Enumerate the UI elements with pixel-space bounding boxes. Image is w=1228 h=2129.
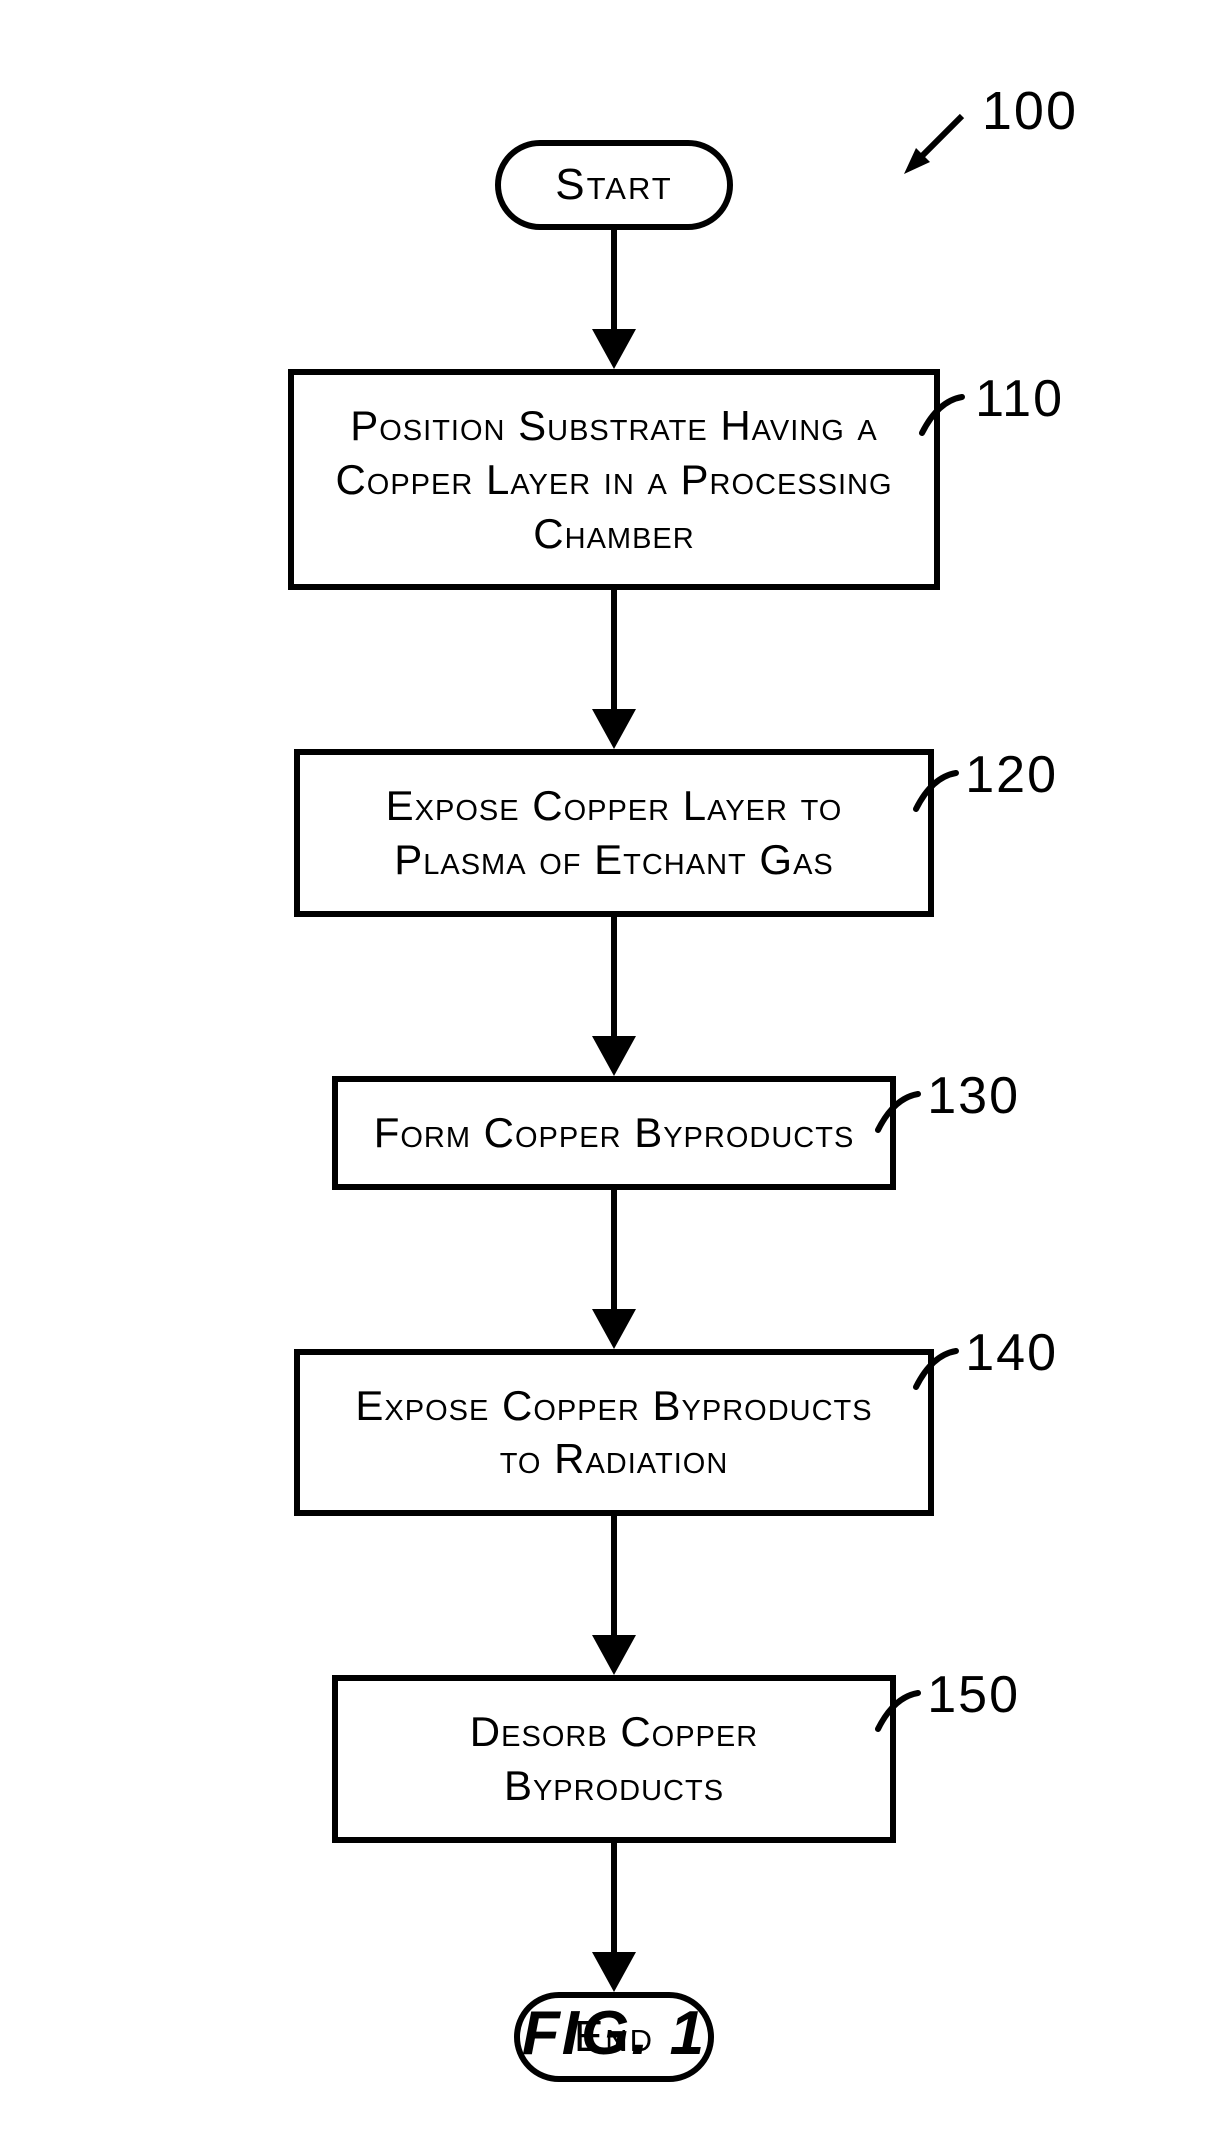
arrow-after-110	[592, 590, 636, 749]
ref-tick-120	[912, 769, 960, 817]
arrow-after-150	[592, 1843, 636, 1992]
step-box-130: Form Copper Byproducts130	[332, 1076, 896, 1190]
ref-label-110: 110	[975, 369, 1064, 429]
arrow-after-120	[592, 917, 636, 1076]
ref-label-150: 150	[927, 1665, 1020, 1725]
step-box-120: Expose Copper Layer to Plasma of Etchant…	[294, 749, 934, 917]
step-text-140: Expose Copper Byproducts to Radiation	[330, 1379, 898, 1487]
step-box-150: Desorb Copper Byproducts150	[332, 1675, 896, 1843]
diagram-ref-label: 100	[982, 80, 1078, 142]
step-box-110: Position Substrate Having a Copper Layer…	[288, 369, 940, 590]
start-label: Start	[555, 160, 672, 209]
flowchart: Start Position Substrate Having a Copper…	[164, 140, 1064, 2082]
ref-label-120: 120	[965, 745, 1058, 805]
step-box-140: Expose Copper Byproducts to Radiation140	[294, 1349, 934, 1517]
figure-caption: FIG. 1	[522, 1998, 706, 2069]
ref-label-130: 130	[927, 1066, 1020, 1126]
ref-tick-110	[918, 393, 966, 441]
step-text-110: Position Substrate Having a Copper Layer…	[324, 399, 904, 560]
ref-tick-140	[912, 1347, 960, 1395]
step-text-120: Expose Copper Layer to Plasma of Etchant…	[330, 779, 898, 887]
ref-tick-130	[874, 1090, 922, 1138]
ref-label-140: 140	[965, 1323, 1058, 1383]
ref-tick-150	[874, 1689, 922, 1737]
arrow-after-140	[592, 1516, 636, 1675]
step-text-150: Desorb Copper Byproducts	[368, 1705, 860, 1813]
step-text-130: Form Copper Byproducts	[374, 1106, 855, 1160]
start-terminator: Start	[495, 140, 732, 230]
arrow-after-130	[592, 1190, 636, 1349]
arrow-start-to-110	[592, 230, 636, 369]
